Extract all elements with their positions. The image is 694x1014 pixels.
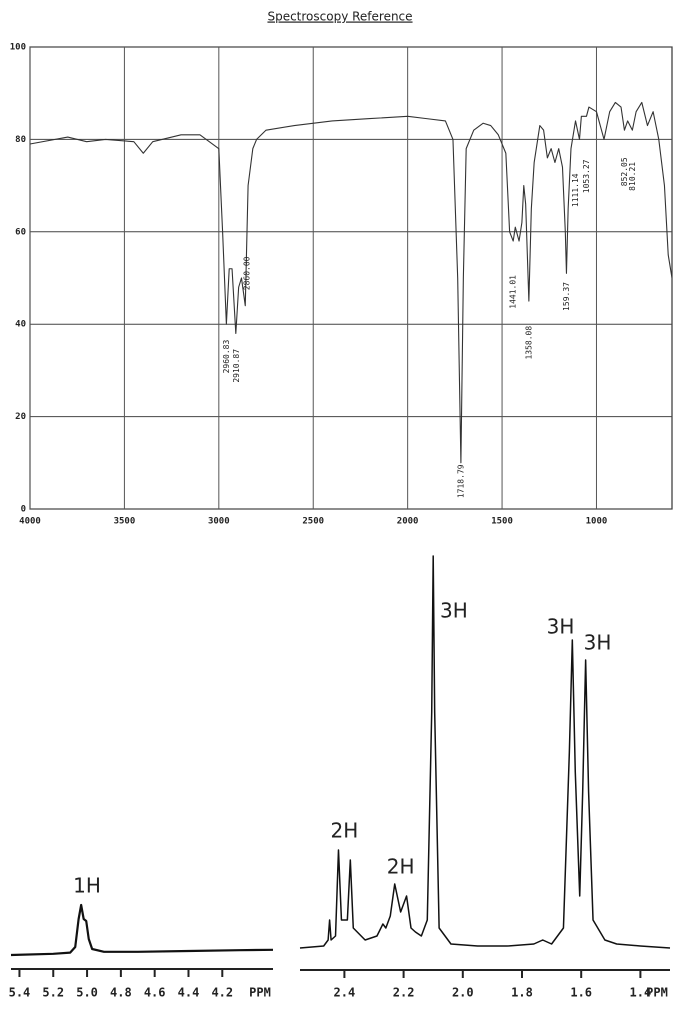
x-tick-label: 2000 <box>397 517 419 527</box>
peak-label: 1111.14 <box>571 173 580 207</box>
spectrum-line <box>299 555 671 949</box>
y-tick-label: 100 <box>10 43 26 53</box>
x-tick-label: 5.0 <box>76 986 98 1000</box>
spectrum-line <box>29 101 673 464</box>
peak-label: 1718.79 <box>456 464 465 498</box>
x-tick-label: 3500 <box>114 517 136 527</box>
peak-label: 3H <box>547 615 575 639</box>
x-tick-label: 2.0 <box>452 986 474 1000</box>
x-tick-label: 4000 <box>19 517 41 527</box>
x-tick-label: 5.4 <box>9 986 31 1000</box>
peak-label: 159.37 <box>562 282 571 311</box>
peak-label: 2910.87 <box>232 349 241 383</box>
x-tick-label: 2500 <box>302 517 324 527</box>
peak-label: 852.05 <box>620 157 629 186</box>
x-tick-label: 1000 <box>586 517 608 527</box>
x-tick-label: 4.4 <box>178 986 200 1000</box>
x-axis-label: PPM <box>249 986 271 1000</box>
x-tick-label: 1.6 <box>570 986 592 1000</box>
x-tick-label: 4.8 <box>110 986 132 1000</box>
peak-label: 2860.00 <box>243 256 252 290</box>
x-tick-label: 2.2 <box>393 986 415 1000</box>
y-tick-label: 20 <box>15 412 26 422</box>
spectrum-line <box>10 903 274 957</box>
y-tick-label: 40 <box>15 320 26 330</box>
peak-label: 2H <box>387 855 415 879</box>
x-tick-label: 4.2 <box>211 986 233 1000</box>
x-tick-label: 1.4 <box>630 986 652 1000</box>
y-tick-label: 60 <box>15 227 26 237</box>
plot-frame <box>29 46 673 510</box>
peak-label: 2H <box>331 819 359 843</box>
page-title: Spectroscopy Reference <box>267 10 412 24</box>
peak-label: 810.21 <box>628 162 637 191</box>
peak-label: 2960.83 <box>222 340 231 374</box>
x-axis-label: PPM <box>646 986 668 1000</box>
peak-label: 3H <box>584 631 612 655</box>
x-tick-label: 4.6 <box>144 986 166 1000</box>
x-tick-label: 3000 <box>208 517 230 527</box>
peak-label: 1358.08 <box>524 326 533 360</box>
x-tick-label: 1500 <box>491 517 513 527</box>
peak-label: 1441.01 <box>509 275 518 309</box>
x-tick-label: 2.4 <box>334 986 356 1000</box>
x-tick-label: 1.8 <box>511 986 533 1000</box>
peak-label: 1H <box>73 874 101 898</box>
peak-label: 3H <box>440 599 468 623</box>
y-tick-label: 0 <box>21 505 26 515</box>
peak-label: 1053.27 <box>582 159 591 193</box>
y-tick-label: 80 <box>15 135 26 145</box>
x-tick-label: 5.2 <box>42 986 64 1000</box>
